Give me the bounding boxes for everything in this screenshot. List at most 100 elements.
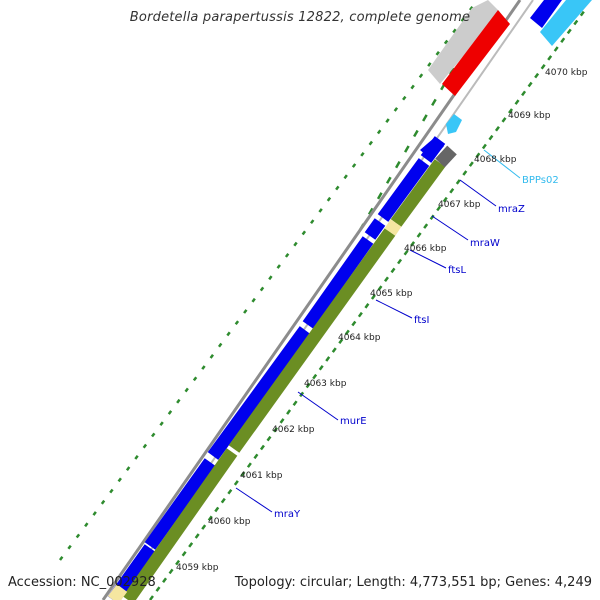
gc-dot-right [521, 90, 527, 97]
gc-dot-left [318, 208, 323, 213]
gc-dot-right [266, 435, 272, 442]
gc-dot-right [318, 365, 324, 371]
orf-olive-0 [122, 448, 238, 600]
leader-ftsI [375, 299, 413, 319]
gc-dot-right [449, 187, 455, 194]
gc-dot-right [534, 72, 540, 79]
gc-dot-left [100, 499, 106, 505]
gc-dot-right [508, 108, 513, 114]
gene-blue-top [530, 0, 562, 28]
ruler-label: 4069 kbp [508, 111, 551, 121]
gc-dot-left [142, 443, 148, 449]
gc-dot-left [84, 522, 89, 528]
gc-dot-left [109, 488, 114, 494]
gc-dot-right [436, 205, 442, 212]
gc-dot-right [560, 37, 566, 43]
gc-dot-left [293, 241, 298, 247]
cds-blue-2 [207, 326, 311, 460]
ruler-labels: 4059 kbp 4060 kbp 4061 kbp 4062 kbp 4063 kbp… [176, 68, 588, 573]
orf-light-0 [384, 219, 402, 236]
gc-dot-left [301, 230, 307, 236]
gc-dot-left [335, 185, 340, 191]
cds-arrow-tip [420, 138, 444, 160]
gc-dot-right [155, 586, 161, 592]
gc-dot-left [159, 421, 164, 427]
orf-olive-1 [228, 228, 396, 453]
gc-dot-left [468, 6, 474, 11]
ruler-label: 4064 kbp [338, 333, 381, 343]
gc-dot-right [579, 10, 585, 17]
gene-label-ftsI: ftsI [414, 315, 429, 326]
gc-dot-right [429, 214, 435, 221]
leader-murE [297, 391, 339, 421]
gene-label-murE: murE [340, 416, 367, 427]
gc-dot-right [357, 311, 363, 318]
gc-dot-left [326, 196, 332, 202]
gene-red-top [442, 10, 510, 96]
orf-olive-2 [390, 159, 446, 227]
gc-dot-right [410, 241, 416, 247]
gc-dot-right [188, 542, 194, 548]
gc-dot-left [418, 73, 424, 79]
gc-dot-left [343, 174, 348, 180]
gc-dot-right [540, 64, 546, 70]
gc-dot-left [125, 466, 131, 471]
gene-label-ftsL: ftsL [448, 265, 466, 276]
orf-light-1 [107, 584, 128, 600]
gc-dot-right [488, 134, 494, 141]
gc-dot-left [259, 286, 265, 292]
gc-dot-right [455, 179, 461, 185]
gc-dot-right [233, 480, 239, 486]
gc-dot-left [192, 376, 198, 382]
gc-dot-left [435, 50, 440, 56]
ruler-label: 4062 kbp [272, 425, 315, 435]
gc-dot-left [268, 275, 273, 281]
rna-gene [446, 114, 462, 134]
gc-dot-right [468, 161, 474, 167]
gc-dot-left [376, 129, 382, 135]
gc-dot-left [117, 477, 122, 483]
gc-dot-right [416, 232, 422, 238]
gc-dot-right [253, 453, 259, 460]
gc-dot-left [427, 62, 432, 67]
gc-dot-right [331, 347, 337, 353]
gc-dot-left [251, 297, 256, 303]
gc-dot-right [494, 125, 500, 132]
gc-dot-right [344, 329, 350, 336]
gc-dot-right [312, 373, 318, 380]
gc-dot-right [527, 81, 533, 88]
gene-cyan-top [540, 0, 592, 46]
gc-dot-right [553, 46, 559, 52]
gene-label-mraZ: mraZ [498, 204, 525, 215]
gc-dot-right [194, 533, 200, 539]
gc-dot-left [67, 544, 72, 550]
leader-mraY [235, 487, 273, 513]
gc-dot-right [286, 409, 292, 415]
leader-ftsL [409, 249, 447, 269]
gc-dot-left [393, 107, 399, 112]
gc-dot-right [292, 400, 298, 406]
cds-blue-1 [144, 458, 216, 550]
gc-dot-left [351, 163, 357, 168]
map-title: Bordetella parapertussis 12822, complete… [129, 10, 471, 25]
gc-dot-left [201, 365, 206, 370]
gc-dot-right [240, 471, 246, 477]
gc-dot-right [481, 143, 487, 150]
gc-dot-right [148, 595, 154, 600]
gc-dot-left [167, 410, 173, 415]
feature-track [107, 0, 592, 600]
gc-dash-left [376, 192, 383, 200]
topology-label: Topology: circular; Length: 4,773,551 bp… [234, 575, 592, 590]
gc-dash-left [422, 114, 428, 122]
ruler-label: 4065 kbp [370, 289, 413, 299]
ruler-label: 4060 kbp [208, 517, 251, 527]
ruler-label: 4061 kbp [240, 471, 283, 481]
gc-dot-left [452, 28, 457, 34]
gc-dot-left [226, 331, 231, 337]
gc-dot-right [514, 99, 520, 105]
gc-dot-right [246, 462, 252, 468]
gc-dot-right [338, 338, 344, 344]
gene-label-mraW: mraW [470, 238, 500, 249]
gc-dot-right [351, 320, 357, 327]
